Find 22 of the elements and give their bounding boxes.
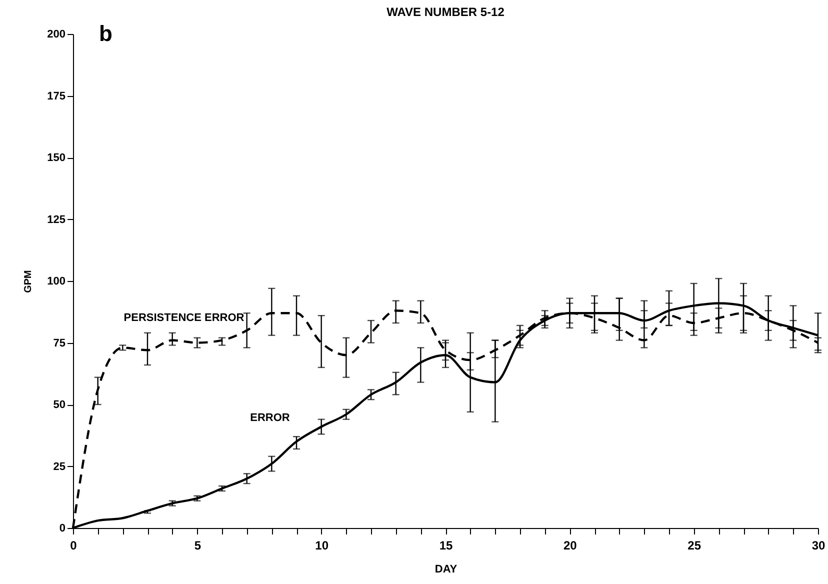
x-tick-label: 25 [688, 538, 702, 552]
x-tick-label: 0 [70, 538, 78, 552]
x-tick-label: 30 [812, 538, 826, 552]
y-tick-label: 100 [47, 276, 66, 288]
x-tick-label: 10 [315, 538, 329, 552]
y-tick-label: 125 [47, 214, 66, 226]
y-tick-label: 200 [47, 28, 66, 40]
y-tick-label: 75 [53, 337, 66, 350]
y-axis-title: GPM [23, 270, 34, 293]
x-axis-title: DAY [434, 564, 458, 576]
series-label: PERSISTENCE ERROR [124, 312, 244, 324]
annotation: b [99, 21, 112, 46]
x-tick-label: 20 [563, 538, 578, 552]
x-tick-label: 15 [439, 538, 453, 552]
y-tick-label: 150 [47, 152, 66, 164]
series-label: ERROR [250, 412, 290, 424]
y-tick-label: 0 [59, 522, 66, 534]
y-tick-label: 50 [53, 399, 66, 411]
x-tick-label: 5 [194, 538, 202, 552]
chart-title: WAVE NUMBER 5-12 [386, 5, 505, 19]
y-tick-label: 25 [53, 460, 66, 473]
y-tick-label: 175 [47, 90, 66, 102]
